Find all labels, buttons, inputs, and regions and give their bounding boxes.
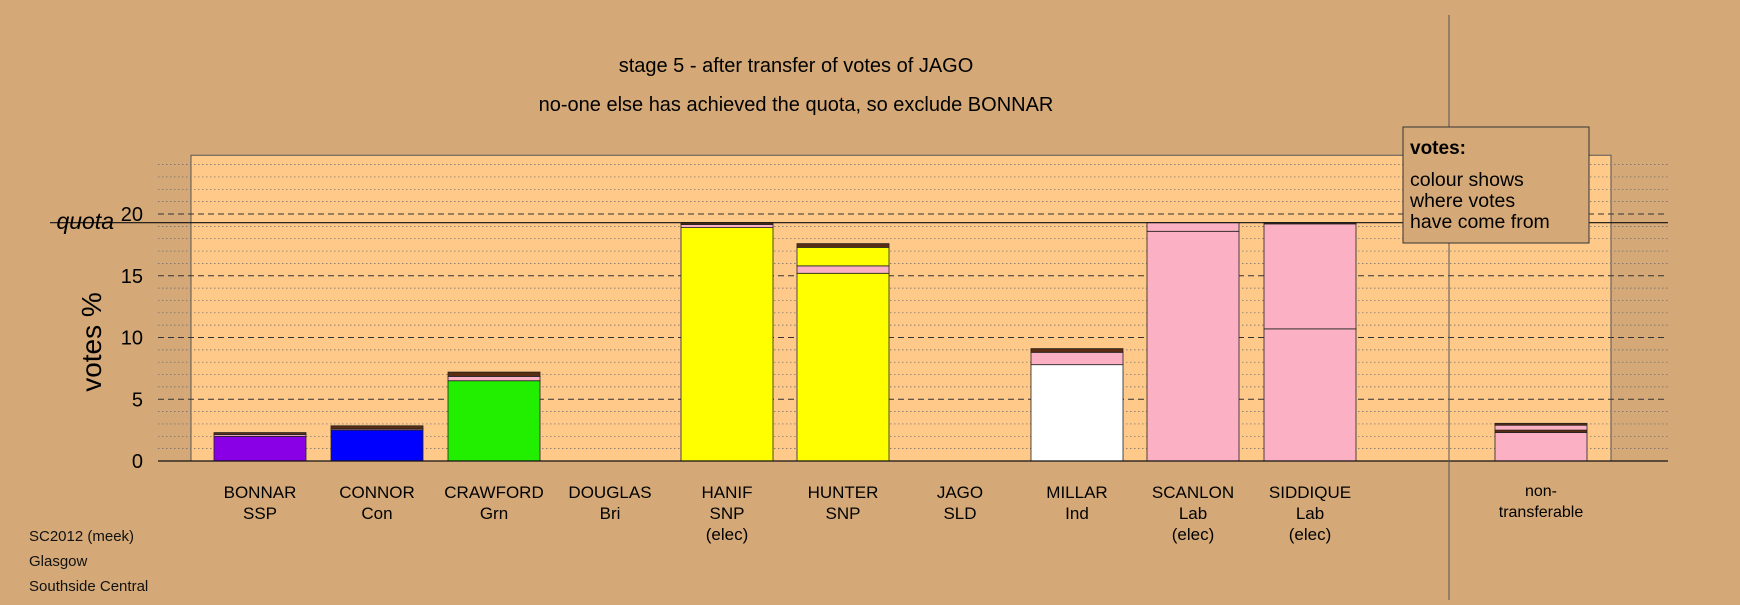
bar-segment-millar-2 [1030, 348, 1124, 353]
bar-segment-hunter-2 [796, 246, 890, 267]
x-tick-sublabel: SSP [243, 504, 277, 523]
x-tick-sublabel: Ind [1065, 504, 1089, 523]
x-tick-label: HANIF [702, 483, 753, 502]
elected-marker: (elec) [706, 525, 749, 544]
bar-segment-bonnar-0 [213, 435, 307, 462]
legend-heading: votes: [1410, 138, 1466, 159]
x-tick-sublabel: SLD [943, 504, 976, 523]
x-tick-label: BONNAR [224, 483, 297, 502]
elected-marker: (elec) [1289, 525, 1332, 544]
footer-ward: Southside Central [29, 578, 149, 595]
x-tick-sublabel: Bri [600, 504, 621, 523]
bar-segment-siddique-0 [1263, 328, 1357, 462]
bar-segment-crawford-2 [447, 371, 541, 377]
x-tick-label: JAGO [937, 483, 983, 502]
bar-segment-connor-2 [330, 425, 424, 430]
x-tick-sublabel: SNP [826, 504, 861, 523]
bar-segment-millar-0 [1030, 364, 1124, 462]
bar-segment-hunter-0 [796, 272, 890, 462]
bar-segment-non-transferable-3 [1494, 422, 1588, 426]
bar-segment-crawford-0 [447, 380, 541, 462]
x-tick-sublabel: Grn [480, 504, 508, 523]
x-tick-sublabel: transferable [1499, 504, 1584, 521]
bar-segment-non-transferable-2 [1494, 424, 1588, 431]
bar-segment-siddique-1 [1263, 223, 1357, 330]
x-tick-label: DOUGLAS [568, 483, 651, 502]
legend-line-2: where votes [1409, 190, 1515, 212]
x-tick-sublabel: Lab [1296, 504, 1324, 523]
chart-subtitle: no-one else has achieved the quota, so e… [539, 94, 1054, 116]
x-tick-label: HUNTER [808, 483, 879, 502]
quota-label: quota [56, 208, 114, 234]
bar-segment-hanif-1 [680, 224, 774, 228]
y-tick-label: 20 [121, 204, 143, 226]
bar-segment-non-transferable-0 [1494, 432, 1588, 462]
bar-segment-connor-0 [330, 429, 424, 462]
x-tick-sublabel: Con [361, 504, 392, 523]
plot-area [190, 154, 1612, 462]
x-tick-label: MILLAR [1046, 483, 1107, 502]
bar-segment-bonnar-2 [213, 432, 307, 435]
y-tick-label: 0 [132, 451, 143, 473]
legend-line-3: have come from [1410, 211, 1550, 233]
y-tick-label: 15 [121, 266, 143, 288]
legend-box: votes: colour shows where votes have com… [1402, 126, 1590, 244]
elected-marker: (elec) [1172, 525, 1215, 544]
x-tick-sublabel: SNP [710, 504, 745, 523]
x-tick-label: non- [1525, 483, 1557, 500]
x-tick-sublabel: Lab [1179, 504, 1207, 523]
x-tick-label: CONNOR [339, 483, 415, 502]
bar-segment-millar-1 [1030, 351, 1124, 366]
bar-segment-hanif-0 [680, 227, 774, 462]
y-tick-label: 10 [121, 328, 143, 350]
x-tick-label: SIDDIQUE [1269, 483, 1351, 502]
bar-segment-crawford-1 [447, 376, 541, 382]
chart-title: stage 5 - after transfer of votes of JAG… [619, 55, 974, 77]
legend-line-1: colour shows [1410, 169, 1524, 191]
footer-method: SC2012 (meek) [29, 528, 135, 545]
footer-council: Glasgow [29, 553, 88, 570]
bar-segment-hunter-1 [796, 265, 890, 274]
y-tick-label: 5 [132, 389, 143, 411]
x-tick-label: SCANLON [1152, 483, 1234, 502]
bar-segment-scanlon-1 [1146, 222, 1240, 232]
bar-segment-scanlon-0 [1146, 230, 1240, 462]
bar-segment-hunter-3 [796, 243, 890, 248]
x-tick-label: CRAWFORD [444, 483, 543, 502]
y-axis-label: votes % [76, 292, 107, 392]
